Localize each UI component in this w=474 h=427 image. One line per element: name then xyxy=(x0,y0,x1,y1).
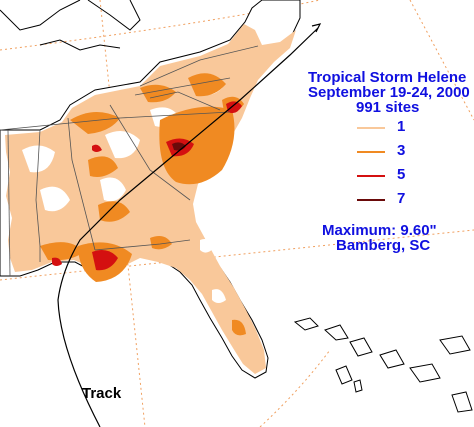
map-date-range: September 19-24, 2000 xyxy=(308,84,470,101)
island xyxy=(324,324,349,341)
state-border xyxy=(134,77,231,96)
island xyxy=(349,337,373,357)
legend-label-5: 5 xyxy=(397,166,406,183)
state-border xyxy=(67,117,96,251)
rain-area-3 xyxy=(88,156,118,177)
dry-area xyxy=(105,131,140,159)
state-borders xyxy=(0,45,259,277)
rain-area-3 xyxy=(159,106,235,185)
graticule-line xyxy=(0,229,474,281)
maximum-value: Maximum: 9.60" xyxy=(322,222,437,239)
rain-area-3 xyxy=(70,111,120,134)
state-border xyxy=(94,239,191,251)
state-border xyxy=(109,104,191,201)
rain-area-3 xyxy=(98,201,130,222)
legend-swatch-5 xyxy=(357,175,385,177)
graticule-line xyxy=(259,349,331,427)
island xyxy=(451,391,473,413)
island xyxy=(353,379,363,393)
dry-area xyxy=(200,239,214,253)
coast-line xyxy=(87,0,141,31)
legend-swatch-1 xyxy=(357,127,385,129)
rain-area-3 xyxy=(188,73,226,97)
state-border xyxy=(149,91,221,111)
rain-area-5 xyxy=(92,250,118,271)
state-border xyxy=(7,129,11,277)
map-title: Tropical Storm Helene xyxy=(308,69,467,86)
islands xyxy=(293,317,473,413)
graticule-line xyxy=(99,0,146,427)
storm-track xyxy=(57,27,319,427)
state-border xyxy=(35,129,41,247)
rain-area-5 xyxy=(226,101,242,114)
track-arrow-icon xyxy=(311,23,322,33)
dry-area xyxy=(212,289,226,303)
rain-area-3 xyxy=(40,242,84,261)
track-label: Track xyxy=(82,385,122,402)
island xyxy=(439,335,471,355)
legend-label-7: 7 xyxy=(397,190,406,207)
state-border xyxy=(0,111,231,131)
coast-line xyxy=(0,0,81,31)
rain-area-3 xyxy=(150,236,172,250)
map-site-count: 991 sites xyxy=(356,99,420,116)
island xyxy=(409,363,441,383)
legend-swatch-3 xyxy=(357,151,385,153)
island xyxy=(293,317,319,331)
island xyxy=(335,365,353,385)
rain-area-3 xyxy=(232,319,246,336)
northern-outline xyxy=(0,0,141,51)
island xyxy=(379,349,405,369)
dry-area xyxy=(100,177,126,202)
dry-area xyxy=(40,186,70,212)
rain-area-5 xyxy=(52,257,62,266)
legend-label-1: 1 xyxy=(397,118,406,135)
state-border xyxy=(139,45,259,87)
legend-swatch-7 xyxy=(357,199,385,201)
coast-line xyxy=(39,39,121,51)
legend-label-3: 3 xyxy=(397,142,406,159)
rain-area-5 xyxy=(92,144,102,152)
maximum-location: Bamberg, SC xyxy=(336,237,431,254)
